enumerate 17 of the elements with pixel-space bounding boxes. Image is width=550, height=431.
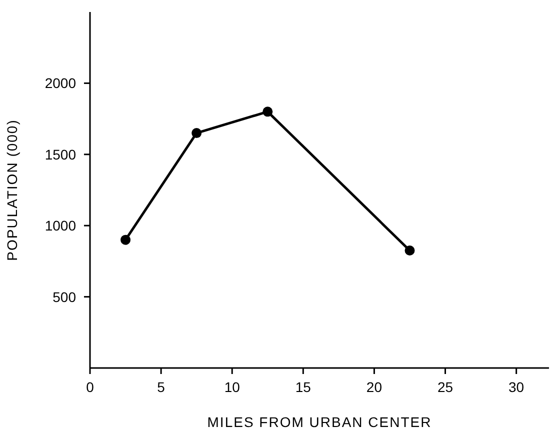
x-tick-label: 30 bbox=[508, 378, 524, 395]
x-tick-label: 5 bbox=[157, 378, 166, 395]
x-tick-label: 0 bbox=[86, 378, 94, 395]
point bbox=[262, 106, 273, 117]
point bbox=[120, 234, 131, 245]
point bbox=[404, 246, 415, 256]
x-tick-label: 25 bbox=[437, 378, 454, 395]
y-tick-label: 500 bbox=[52, 288, 76, 305]
y-tick-label: 1000 bbox=[44, 218, 76, 234]
x-tick-label: 10 bbox=[224, 378, 240, 395]
point bbox=[192, 128, 202, 138]
y-axis-title: POPULATION (000) bbox=[4, 119, 20, 261]
x-tick-label: 20 bbox=[366, 378, 382, 395]
x-tick-label: 15 bbox=[295, 378, 312, 395]
x-axis-title: MILES FROM URBAN CENTER bbox=[207, 414, 432, 430]
y-tick-label: 2000 bbox=[44, 75, 76, 92]
y-tick-label: 1500 bbox=[44, 146, 76, 162]
